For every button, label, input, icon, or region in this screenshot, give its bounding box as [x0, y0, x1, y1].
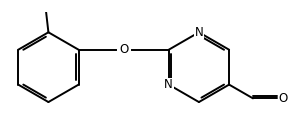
Text: O: O	[279, 92, 288, 105]
Text: N: N	[164, 78, 173, 91]
Text: N: N	[195, 26, 203, 39]
Text: O: O	[119, 43, 128, 56]
